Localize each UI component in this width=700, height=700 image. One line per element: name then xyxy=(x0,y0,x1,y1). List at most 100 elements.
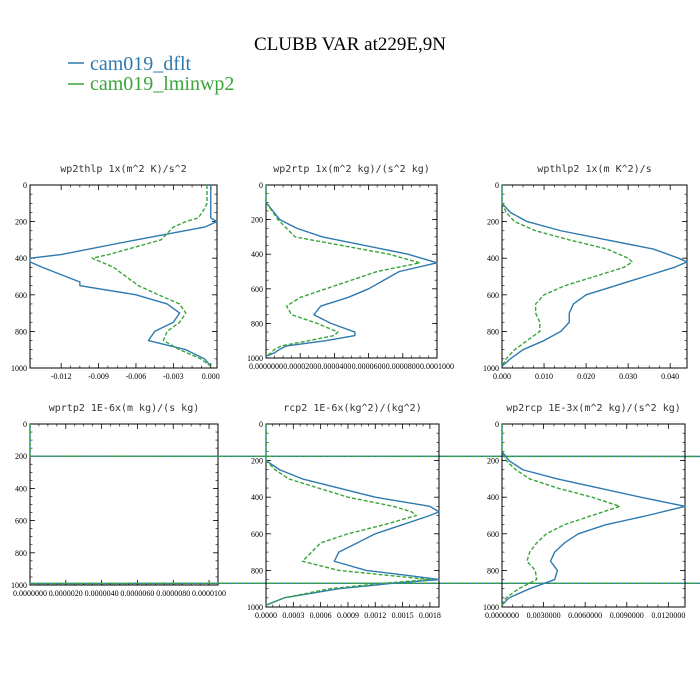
x-tick-label: 0.0000000 xyxy=(485,611,519,620)
plot-frame xyxy=(29,184,218,369)
y-tick-label: 800 xyxy=(251,319,263,328)
x-tick-label: 0.020 xyxy=(577,372,595,381)
x-tick-label: 0.0001000 xyxy=(420,362,454,371)
x-tick-label: 0.0000040 xyxy=(85,589,119,598)
y-tick-label: 0 xyxy=(495,181,499,190)
y-tick-label: 1000 xyxy=(11,581,27,590)
plot-frame xyxy=(265,184,438,359)
x-tick-label: 0.0000000 xyxy=(249,362,283,371)
x-tick-label: 0.0018 xyxy=(419,611,441,620)
x-tick-label: 0.0120000 xyxy=(651,611,685,620)
y-tick-label: 600 xyxy=(487,291,499,300)
x-tick-label: -0.012 xyxy=(51,372,72,381)
x-tick-label: 0.0015 xyxy=(392,611,414,620)
x-tick-label: 0.0000800 xyxy=(386,362,420,371)
y-tick-label: 200 xyxy=(251,457,263,466)
panel-title: wprtp2 1E-6x(m kg)/(s kg) xyxy=(49,403,200,414)
y-tick-label: 200 xyxy=(487,218,499,227)
x-tick-label: 0.0000060 xyxy=(120,589,154,598)
x-tick-label: 0.0000020 xyxy=(49,589,83,598)
plot-frame xyxy=(265,423,440,608)
panel-4: wprtp2 1E-6x(m kg)/(s kg) 0 200 400 600 800 10… xyxy=(11,403,700,598)
x-tick-label: 0.0003 xyxy=(282,611,304,620)
y-tick-label: 200 xyxy=(487,457,499,466)
y-tick-label: 800 xyxy=(487,327,499,336)
panel-3: wpthlp2 1x(m K^2)/s 0 200 400 600 800 10000.00… xyxy=(483,164,688,381)
panel-title: wpthlp2 1x(m K^2)/s xyxy=(537,164,651,175)
panel-2: wp2rtp 1x(m^2 kg)/(s^2 kg) 0 200 400 600 800 1… xyxy=(247,164,454,371)
y-tick-label: 600 xyxy=(487,530,499,539)
x-tick-label: 0.0090000 xyxy=(610,611,644,620)
y-tick-label: 400 xyxy=(487,254,499,263)
series-line-lminwp2 xyxy=(501,185,634,367)
series-line-dflt xyxy=(29,185,218,367)
y-tick-label: 400 xyxy=(251,493,263,502)
y-tick-label: 1000 xyxy=(247,603,263,612)
legend-label-lminwp2: cam019_lminwp2 xyxy=(90,73,234,95)
x-tick-label: 0.0009 xyxy=(337,611,359,620)
y-tick-label: 600 xyxy=(251,530,263,539)
y-tick-label: 400 xyxy=(15,484,27,493)
y-tick-label: 600 xyxy=(15,291,27,300)
panel-title: wp2rcp 1E-3x(m^2 kg)/(s^2 kg) xyxy=(506,403,681,414)
legend-label-dflt: cam019_dflt xyxy=(90,53,192,75)
x-tick-label: 0.030 xyxy=(619,372,637,381)
panel-5: rcp2 1E-6x(kg^2)/(kg^2) 0 200 400 600 800 1000… xyxy=(247,403,441,620)
y-tick-label: 1000 xyxy=(11,364,27,373)
y-tick-label: 600 xyxy=(15,517,27,526)
panel-title: wp2rtp 1x(m^2 kg)/(s^2 kg) xyxy=(273,164,430,175)
series-line-lminwp2 xyxy=(265,424,431,606)
series-line-lminwp2 xyxy=(29,424,700,585)
x-tick-label: 0.0012 xyxy=(364,611,386,620)
x-tick-label: 0.0006 xyxy=(310,611,332,620)
panel-6: wp2rcp 1E-3x(m^2 kg)/(s^2 kg) 0 200 400 600 8… xyxy=(483,403,686,620)
x-tick-label: 0.0060000 xyxy=(568,611,602,620)
y-tick-label: 800 xyxy=(251,566,263,575)
x-tick-label: 0.010 xyxy=(535,372,553,381)
x-tick-label: 0.000 xyxy=(493,372,511,381)
x-tick-label: 0.0000200 xyxy=(283,362,317,371)
plot-frame xyxy=(29,423,219,586)
legend: cam019_dflt cam019_lminwp2 xyxy=(68,53,234,95)
x-tick-label: 0.0000000 xyxy=(13,589,47,598)
y-tick-label: 0 xyxy=(259,420,263,429)
y-tick-label: 800 xyxy=(15,327,27,336)
x-tick-label: -0.003 xyxy=(163,372,184,381)
y-tick-label: 200 xyxy=(15,452,27,461)
x-tick-label: 0.0000080 xyxy=(156,589,190,598)
x-tick-label: 0.0000600 xyxy=(352,362,386,371)
y-tick-label: 1000 xyxy=(483,364,499,373)
series-line-dflt xyxy=(501,185,688,367)
y-tick-label: 1000 xyxy=(483,603,499,612)
x-tick-label: 0.0000 xyxy=(255,611,277,620)
x-tick-label: 0.0030000 xyxy=(527,611,561,620)
panel-1: wp2thlp 1x(m^2 K)/s^2 0 200 400 600 800 1000 -0… xyxy=(11,164,220,381)
x-tick-label: -0.009 xyxy=(88,372,109,381)
series-line-dflt xyxy=(29,424,700,585)
y-tick-label: 600 xyxy=(251,285,263,294)
x-tick-label: -0.006 xyxy=(126,372,147,381)
series-line-lminwp2 xyxy=(501,424,621,606)
y-tick-label: 0 xyxy=(23,181,27,190)
series-line-dflt xyxy=(265,185,438,357)
y-tick-label: 0 xyxy=(23,420,27,429)
x-tick-label: 0.040 xyxy=(661,372,679,381)
figure-title: CLUBB VAR at229E,9N xyxy=(254,34,446,55)
panel-title: wp2thlp 1x(m^2 K)/s^2 xyxy=(60,164,186,175)
y-tick-label: 0 xyxy=(259,181,263,190)
y-tick-label: 200 xyxy=(251,216,263,225)
x-tick-label: 0.000 xyxy=(202,372,220,381)
y-tick-label: 800 xyxy=(15,549,27,558)
y-tick-label: 1000 xyxy=(247,354,263,363)
series-line-lminwp2 xyxy=(265,185,421,357)
series-line-dflt xyxy=(501,424,686,606)
x-tick-label: 0.0000400 xyxy=(317,362,351,371)
x-tick-label: 0.0000100 xyxy=(192,589,226,598)
y-tick-label: 400 xyxy=(15,254,27,263)
series-line-dflt xyxy=(265,424,440,606)
panels: wp2thlp 1x(m^2 K)/s^2 0 200 400 600 800 1000 -0… xyxy=(11,164,700,620)
y-tick-label: 400 xyxy=(251,250,263,259)
panel-title: rcp2 1E-6x(kg^2)/(kg^2) xyxy=(283,403,421,414)
y-tick-label: 800 xyxy=(487,566,499,575)
